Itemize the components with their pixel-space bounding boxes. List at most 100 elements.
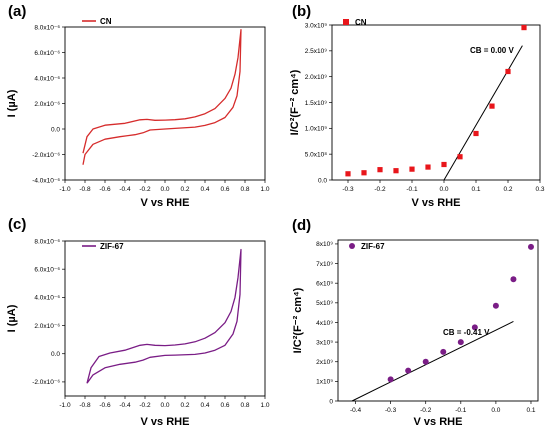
y-tick-label: 0.0 bbox=[51, 126, 60, 133]
legend-label: CN bbox=[100, 17, 112, 26]
panel-a-cv-cn: (a) -1.0 -0.8 -0.6 -0.4 -0.2 0.0 0.2 0.4 0.6 0.8 1.… bbox=[6, 3, 270, 209]
x-tick-label: -0.2 bbox=[139, 186, 151, 193]
y-tick-label: 0 bbox=[329, 398, 333, 405]
x-tick-label: 0.0 bbox=[439, 186, 448, 193]
y-tick-label: 1.0x10⁹ bbox=[305, 126, 328, 133]
y-axis-title: I/C²(F⁻² cm⁴) bbox=[292, 287, 304, 353]
x-tick-label: 1.0 bbox=[260, 402, 269, 409]
y-tick-label: 8x10⁹ bbox=[316, 241, 333, 248]
data-point bbox=[457, 339, 464, 346]
x-tick-label: -0.8 bbox=[79, 402, 91, 409]
x-axis-title: V vs RHE bbox=[412, 197, 461, 209]
data-point bbox=[471, 324, 478, 331]
y-tick-label: 7x10⁹ bbox=[316, 261, 333, 268]
x-axis-title: V vs RHE bbox=[141, 197, 190, 209]
y-tick-label: 5.0x10⁸ bbox=[305, 151, 328, 158]
plot-frame bbox=[337, 239, 539, 402]
x-tick-label: -0.3 bbox=[385, 407, 397, 414]
data-point bbox=[387, 376, 394, 383]
y-tick-label: 3x10⁹ bbox=[316, 339, 333, 346]
panel-label: (d) bbox=[292, 217, 311, 234]
y-tick-label: 1.5x10⁹ bbox=[305, 100, 328, 107]
y-tick-label: -2.0x10⁻⁶ bbox=[32, 379, 60, 386]
data-point bbox=[409, 166, 415, 172]
panel-b-mott-schottky-cn: (b) -0.3 -0.2 -0.1 0.0 0.1 0.2 0.3 0.0 5.0x10⁸ 1.0… bbox=[289, 3, 545, 209]
x-tick-label: -0.2 bbox=[374, 186, 386, 193]
y-axis-title: I (µA) bbox=[6, 304, 18, 332]
y-tick-label: 5x10⁹ bbox=[316, 300, 333, 307]
data-point bbox=[441, 161, 447, 168]
x-tick-label: 0.1 bbox=[526, 407, 535, 414]
panel-d-mott-schottky-zif67: (d) -0.4 -0.3 -0.2 -0.1 0.0 0.1 0 1x10⁹ 2x10⁹ 3x10… bbox=[292, 217, 539, 428]
x-tick-label: 0.8 bbox=[240, 186, 249, 193]
x-tick-label: 0.4 bbox=[200, 402, 209, 409]
y-axis-title: I (µA) bbox=[6, 89, 18, 117]
data-point bbox=[440, 348, 447, 355]
x-tick-label: -0.6 bbox=[99, 186, 111, 193]
y-tick-label: 2.0x10⁹ bbox=[305, 74, 328, 81]
x-tick-label: 0.2 bbox=[180, 186, 189, 193]
x-tick-label: -0.6 bbox=[99, 402, 111, 409]
y-tick-label: -4.0x10⁻⁶ bbox=[32, 177, 60, 184]
data-point bbox=[393, 168, 399, 174]
x-tick-label: 0.2 bbox=[503, 186, 512, 193]
y-tick-label: 3.0x10⁹ bbox=[305, 22, 328, 29]
data-point bbox=[422, 358, 429, 365]
y-tick-label: 2x10⁹ bbox=[316, 359, 333, 366]
legend-swatch bbox=[349, 243, 355, 249]
x-tick-label: -0.4 bbox=[119, 186, 131, 193]
x-tick-label: -1.0 bbox=[59, 186, 71, 193]
x-tick-label: 0.8 bbox=[240, 402, 249, 409]
y-tick-label: 8.0x10⁻⁶ bbox=[34, 24, 60, 31]
data-point bbox=[527, 243, 534, 250]
x-tick-label: 0.2 bbox=[180, 402, 189, 409]
data-point bbox=[345, 171, 351, 177]
y-tick-label: 6.0x10⁻⁶ bbox=[34, 50, 60, 57]
x-tick-label: 0.0 bbox=[160, 402, 169, 409]
y-tick-label: 2.5x10⁹ bbox=[305, 48, 328, 55]
x-tick-label: -0.8 bbox=[79, 186, 91, 193]
y-tick-label: 8.0x10⁻⁶ bbox=[34, 238, 60, 245]
data-point bbox=[473, 130, 479, 137]
panel-label: (a) bbox=[8, 3, 26, 20]
y-tick-label: 6.0x10⁻⁶ bbox=[34, 266, 60, 273]
y-tick-label: 4x10⁹ bbox=[316, 320, 333, 327]
y-tick-label: 4.0x10⁻⁶ bbox=[34, 295, 60, 302]
y-tick-label: -2.0x10⁻⁶ bbox=[32, 152, 60, 159]
data-point bbox=[377, 167, 383, 173]
legend-label: ZIF-67 bbox=[100, 242, 124, 251]
linear-fit-line bbox=[443, 45, 523, 181]
y-tick-label: 0.0 bbox=[318, 177, 327, 184]
legend-label: ZIF-67 bbox=[361, 242, 385, 251]
y-tick-label: 4.0x10⁻⁶ bbox=[34, 75, 60, 82]
x-tick-label: -0.1 bbox=[406, 186, 418, 193]
cv-curve bbox=[86, 248, 242, 384]
data-point bbox=[457, 154, 463, 160]
data-point bbox=[521, 24, 527, 31]
y-tick-label: 6x10⁹ bbox=[316, 280, 333, 287]
data-point bbox=[492, 302, 499, 309]
x-tick-label: 0.1 bbox=[471, 186, 480, 193]
cb-annotation: CB = 0.00 V bbox=[470, 46, 514, 55]
x-tick-label: 0.3 bbox=[535, 186, 544, 193]
cv-curve bbox=[82, 28, 242, 165]
y-tick-label: 0.0 bbox=[51, 351, 60, 358]
x-axis-title: V vs RHE bbox=[141, 416, 190, 428]
x-tick-label: 1.0 bbox=[260, 186, 269, 193]
x-tick-label: -0.4 bbox=[350, 407, 362, 414]
x-tick-label: 0.6 bbox=[220, 186, 229, 193]
cb-annotation: CB = -0.41 V bbox=[443, 328, 490, 337]
y-axis-title: I/C²(F⁻² cm⁴) bbox=[289, 69, 301, 135]
panel-label: (b) bbox=[292, 3, 311, 20]
x-tick-label: -0.1 bbox=[455, 407, 467, 414]
legend-swatch bbox=[343, 19, 349, 25]
x-tick-label: 0.0 bbox=[491, 407, 500, 414]
x-tick-label: 0.0 bbox=[160, 186, 169, 193]
data-point bbox=[405, 367, 412, 374]
data-point bbox=[489, 103, 495, 109]
x-tick-label: 0.4 bbox=[200, 186, 209, 193]
y-tick-label: 2.0x10⁻⁶ bbox=[34, 323, 60, 330]
data-point bbox=[510, 276, 517, 283]
plot-frame bbox=[64, 240, 266, 397]
